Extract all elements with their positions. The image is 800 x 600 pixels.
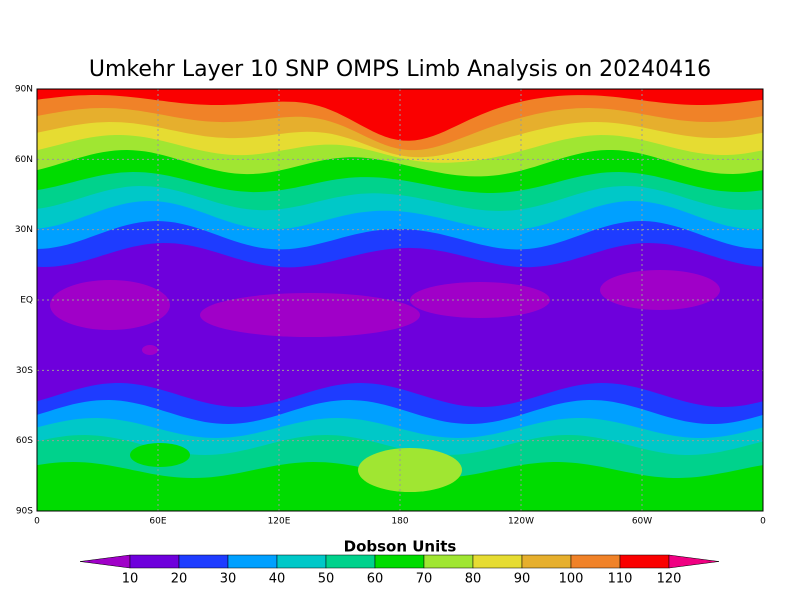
colorbar-tick-label: 90 xyxy=(514,572,531,587)
colorbar-segment xyxy=(227,554,278,569)
colorbar-segment xyxy=(325,554,376,569)
lon-label: 120E xyxy=(268,517,291,527)
colorbar-tick-label: 10 xyxy=(122,572,139,587)
lat-label: 30S xyxy=(16,366,33,376)
colorbar-segment xyxy=(619,554,670,569)
map-frame xyxy=(36,88,764,512)
lat-label: 90S xyxy=(16,507,33,517)
colorbar-segment xyxy=(668,554,720,569)
colorbar-segment xyxy=(79,554,131,569)
colorbar-tick-label: 50 xyxy=(318,572,335,587)
map-title: Umkehr Layer 10 SNP OMPS Limb Analysis o… xyxy=(89,57,711,82)
lon-label: 0 xyxy=(34,517,40,527)
lat-label: EQ xyxy=(20,296,33,306)
lon-label: 60E xyxy=(149,517,166,527)
band xyxy=(50,280,170,330)
colorbar-segment xyxy=(423,554,474,569)
lat-label: 90N xyxy=(15,85,33,95)
colorbar-tick-label: 100 xyxy=(559,572,584,587)
lon-label: 0 xyxy=(760,517,766,527)
colorbar-tick-label: 20 xyxy=(171,572,188,587)
lon-label: 120W xyxy=(508,517,534,527)
colorbar-tick-label: 60 xyxy=(367,572,384,587)
band xyxy=(130,443,190,467)
colorbar-label: Dobson Units xyxy=(344,538,457,556)
band xyxy=(410,282,550,318)
lat-label: 30N xyxy=(15,225,33,235)
colorbar-tick-label: 70 xyxy=(416,572,433,587)
lat-label: 60N xyxy=(15,155,33,165)
colorbar-tick-label: 40 xyxy=(269,572,286,587)
lat-label: 60S xyxy=(16,436,33,446)
colorbar-tick-label: 110 xyxy=(608,572,633,587)
colorbar-segment xyxy=(276,554,327,569)
colorbar-segment xyxy=(521,554,572,569)
band xyxy=(358,448,462,492)
graticule xyxy=(37,89,763,511)
band xyxy=(600,270,720,310)
band xyxy=(142,345,158,355)
colorbar-tick-label: 120 xyxy=(657,572,682,587)
colorbar-tick-label: 30 xyxy=(220,572,237,587)
colorbar-segment xyxy=(570,554,621,569)
colorbar-tick-label: 80 xyxy=(465,572,482,587)
lon-label: 180 xyxy=(391,517,408,527)
lon-label: 60W xyxy=(632,517,652,527)
colorbar-segment xyxy=(374,554,425,569)
colorbar: 10 20 30 40 50 60 70 80 90 100 110 120 xyxy=(79,554,720,587)
colorbar-segment xyxy=(178,554,229,569)
colorbar-segment xyxy=(472,554,523,569)
colorbar-segment xyxy=(129,554,180,569)
band xyxy=(200,293,420,337)
